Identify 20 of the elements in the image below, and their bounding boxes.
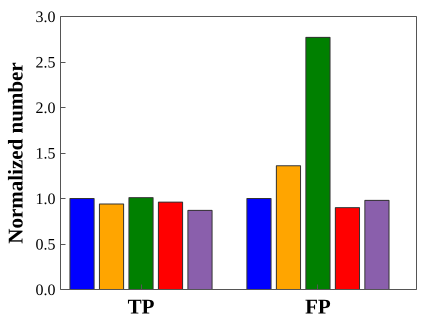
bar — [98, 203, 124, 290]
x-tick-label: FP — [305, 294, 331, 318]
y-axis-title: Normalized number — [4, 62, 28, 244]
y-tick-label: 0.0 — [36, 282, 56, 299]
y-tick-label: 1.0 — [36, 191, 56, 208]
y-tick-label: 1.5 — [36, 146, 56, 162]
bar — [305, 36, 331, 290]
bar — [187, 210, 213, 290]
x-tick-label: TP — [128, 294, 155, 318]
y-tick-label: 3.0 — [36, 9, 56, 26]
y-tick-label: 2.5 — [36, 54, 56, 72]
bar — [334, 207, 360, 290]
bar — [128, 197, 154, 290]
y-tick-label: 2.0 — [36, 100, 56, 117]
bar — [364, 200, 390, 290]
bar — [69, 198, 95, 290]
bar — [158, 202, 184, 290]
bar — [276, 165, 302, 290]
y-tick-label: 0.5 — [36, 236, 56, 254]
bar — [246, 198, 272, 290]
